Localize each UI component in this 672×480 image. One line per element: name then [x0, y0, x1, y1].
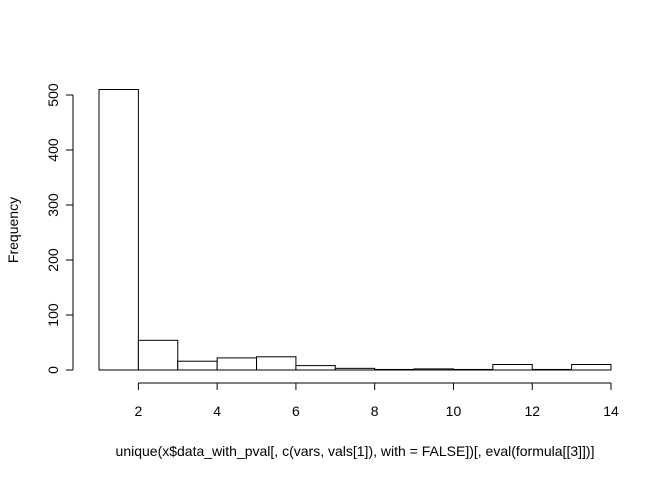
x-tick-label: 10	[446, 403, 462, 419]
x-tick-label: 8	[371, 403, 379, 419]
histogram-bar-5	[295, 365, 336, 371]
y-tick-label: 0	[45, 366, 61, 374]
histogram-bar-0	[98, 89, 139, 371]
y-tick-label: 500	[45, 83, 61, 107]
histogram-bar-3	[216, 357, 258, 371]
y-tick-label: 400	[45, 138, 61, 162]
histogram-bar-7	[374, 368, 415, 371]
x-axis: 2 4 6 8 10 12 14	[134, 382, 619, 419]
x-tick-label: 2	[134, 403, 142, 419]
y-tick-label: 100	[45, 303, 61, 327]
y-tick-label: 200	[45, 248, 61, 272]
histogram-bar-8	[413, 368, 454, 371]
y-axis: 0 100 200 300 400 500	[45, 83, 74, 374]
y-tick-label: 300	[45, 193, 61, 217]
histogram-bar-11	[531, 368, 573, 371]
histogram-bars	[98, 89, 612, 371]
histogram-bar-10	[492, 364, 533, 371]
histogram-bar-2	[177, 360, 218, 371]
x-tick-label: 6	[292, 403, 300, 419]
histogram-bar-9	[452, 368, 494, 371]
x-tick-label: 14	[603, 403, 619, 419]
x-axis-label: unique(x$data_with_pval[, c(vars, vals[1…	[116, 443, 595, 459]
histogram-bar-12	[571, 364, 612, 371]
histogram-bar-4	[256, 356, 297, 371]
x-tick-label: 4	[213, 403, 221, 419]
y-axis-label: Frequency	[5, 197, 21, 263]
x-tick-label: 12	[524, 403, 540, 419]
histogram-bar-1	[137, 339, 179, 371]
histogram-bar-6	[334, 367, 376, 371]
